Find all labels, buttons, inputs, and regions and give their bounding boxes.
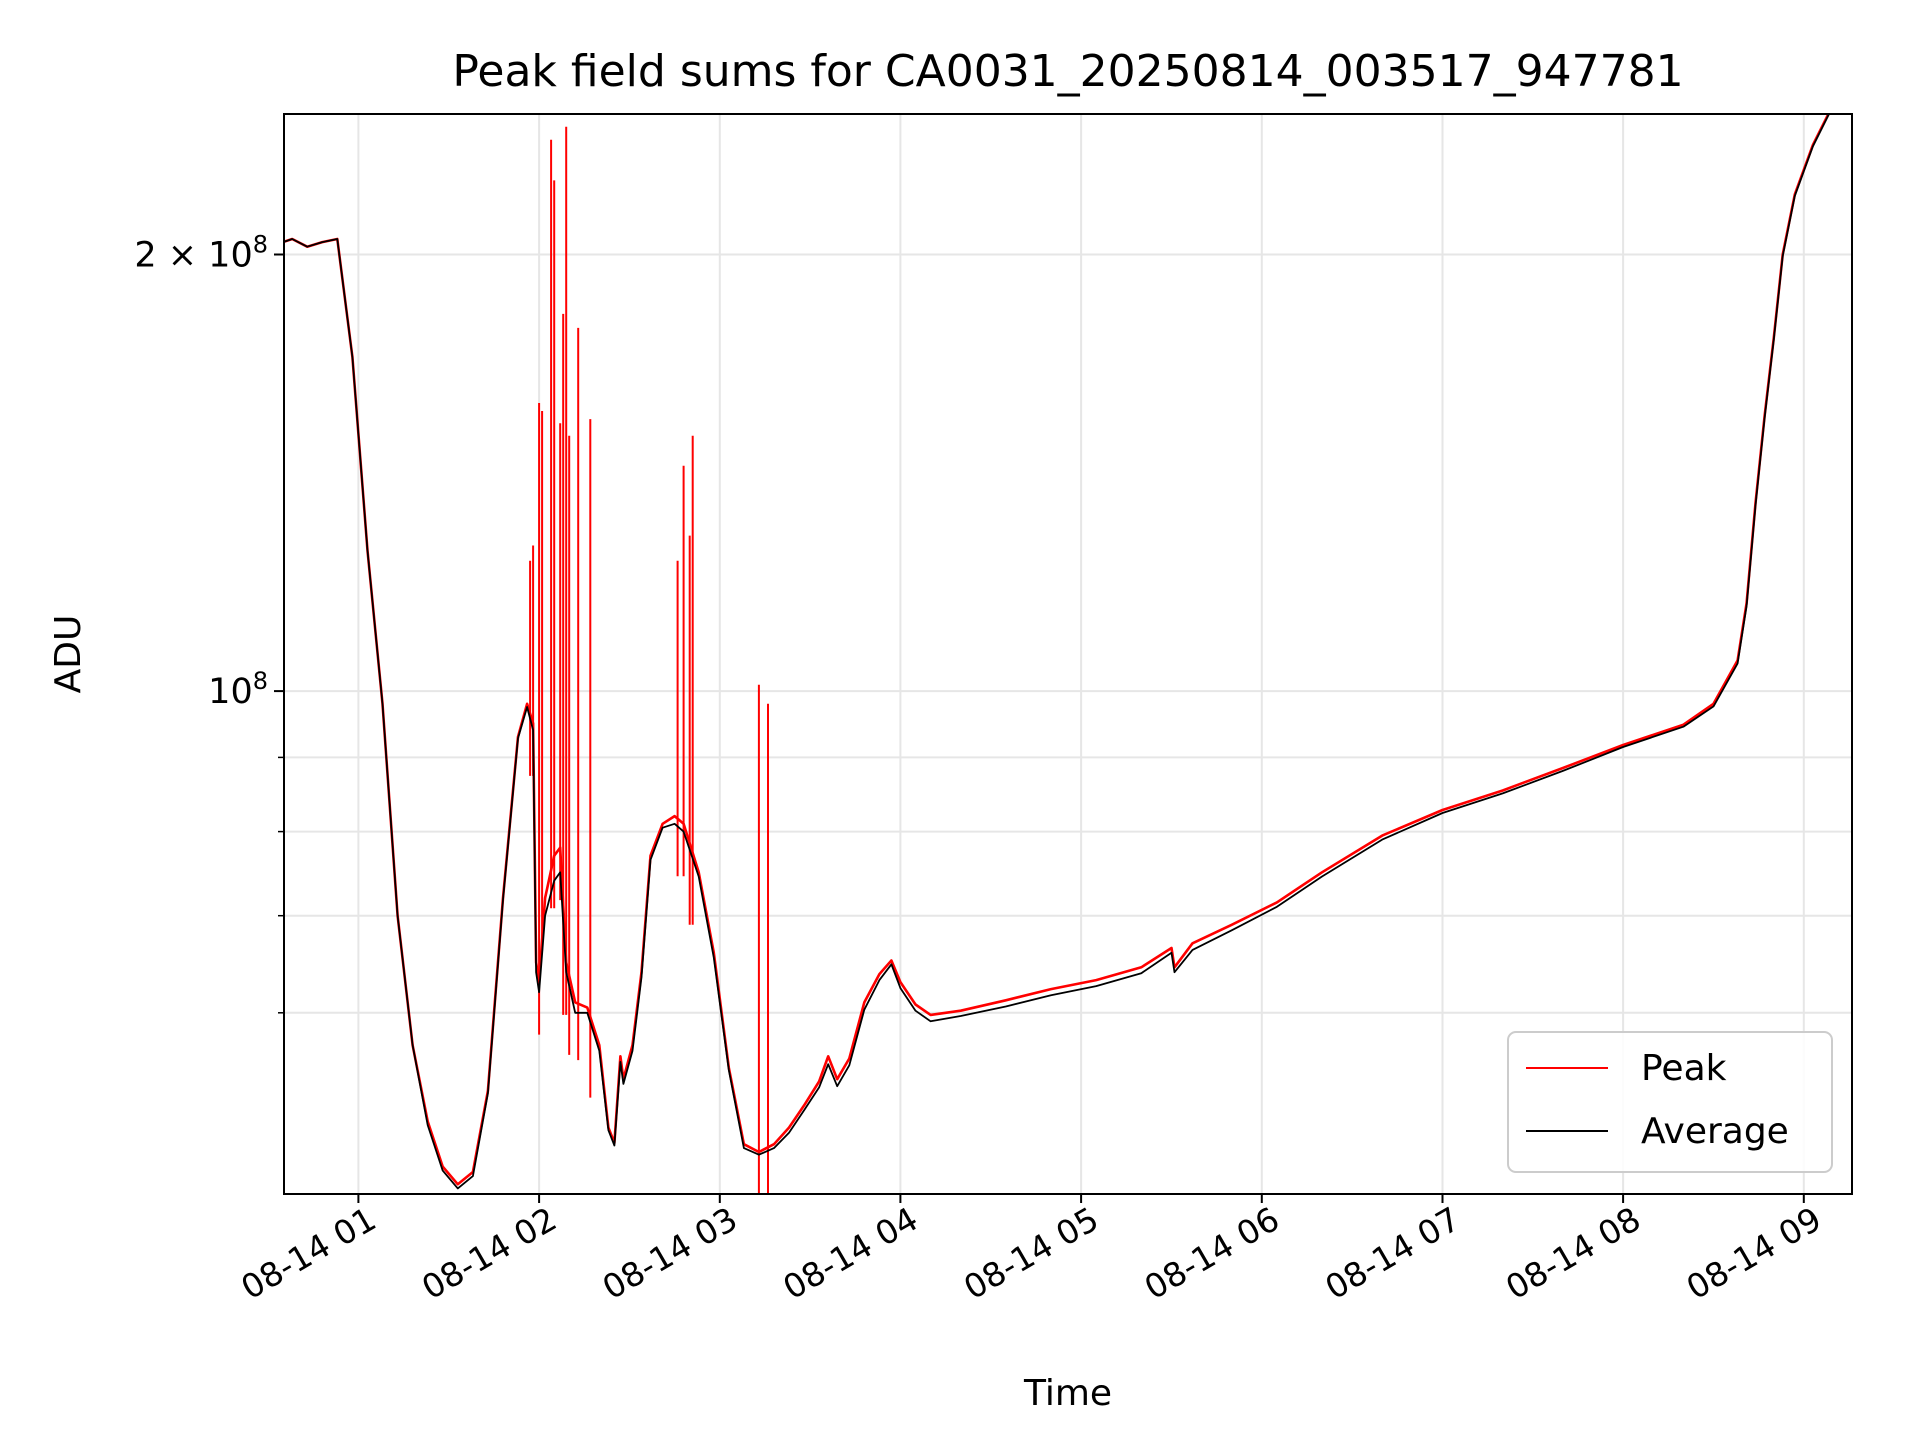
legend-average-label: Average [1641, 1111, 1789, 1152]
plot-series [284, 114, 1831, 1194]
plot-area [284, 114, 1831, 1194]
x-axis-label: Time [1023, 1373, 1112, 1414]
grid [284, 114, 1852, 1194]
y-tick-coefficient: 2 × [134, 236, 208, 276]
plot-frame [283, 113, 1853, 1195]
y-tick-label: 108 [208, 667, 268, 712]
series-average-line [284, 114, 1831, 1190]
y-tick-base: 10 [208, 236, 253, 276]
chart-title: Peak field sums for CA0031_20250814_0035… [452, 46, 1683, 97]
y-tick-exponent: 8 [253, 231, 268, 259]
y-tick-base: 10 [208, 672, 253, 712]
y-tick-exponent: 8 [253, 667, 268, 695]
y-tick-label: 2 × 108 [134, 231, 268, 276]
legend: Peak Average [1507, 1031, 1833, 1173]
y-axis-label: ADU [48, 615, 89, 694]
legend-peak-label: Peak [1641, 1048, 1727, 1089]
